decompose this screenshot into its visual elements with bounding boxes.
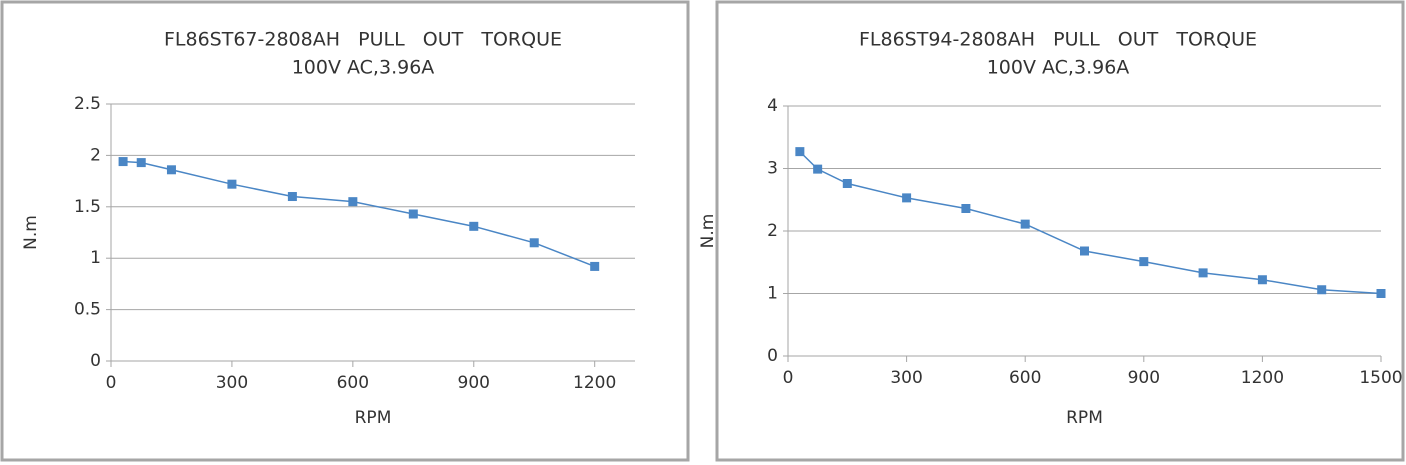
chart-title: FL86ST94-2808AH PULL OUT TORQUE: [859, 29, 1257, 51]
marker: [1020, 219, 1030, 229]
x-tick-label: 1200: [573, 373, 616, 393]
marker: [136, 158, 146, 168]
marker: [166, 165, 176, 175]
x-axis-label: RPM: [355, 408, 392, 428]
x-tick-label: 900: [1128, 368, 1160, 388]
x-tick-label: 300: [216, 373, 248, 393]
marker: [902, 193, 912, 203]
y-tick-label: 3: [767, 159, 778, 179]
x-tick-label: 600: [1009, 368, 1041, 388]
y-tick-label: 2.5: [74, 94, 101, 114]
marker: [408, 209, 418, 219]
marker: [348, 197, 358, 207]
x-tick-label: 600: [337, 373, 369, 393]
y-tick-label: 0: [767, 346, 778, 366]
marker: [590, 261, 600, 271]
marker: [1080, 246, 1089, 256]
marker: [1139, 257, 1149, 267]
y-axis-label: N.m: [698, 214, 718, 249]
marker: [1317, 285, 1327, 295]
chart-subtitle: 100V AC,3.96A: [987, 57, 1130, 79]
marker: [1376, 289, 1386, 298]
marker: [842, 179, 852, 188]
y-tick-label: 1.5: [74, 197, 101, 217]
y-tick-label: 2: [90, 145, 101, 165]
marker: [1198, 268, 1208, 278]
series-line: [123, 160, 595, 268]
marker: [529, 238, 539, 248]
x-axis-label: RPM: [1066, 408, 1103, 428]
chart-subtitle: 100V AC,3.96A: [292, 57, 435, 79]
panel: [0, 0, 690, 462]
x-tick-label: 1200: [1241, 368, 1284, 388]
marker: [118, 157, 128, 167]
series-line: [799, 151, 1382, 295]
y-tick-label: 0: [90, 351, 101, 371]
y-axis-label: N.m: [21, 215, 41, 250]
x-tick-label: 900: [458, 373, 490, 393]
x-tick-label: 300: [890, 368, 922, 388]
y-tick-label: 1: [767, 284, 778, 304]
marker: [469, 221, 479, 231]
marker: [287, 192, 297, 202]
x-tick-label: 0: [106, 373, 117, 393]
marker: [1257, 275, 1267, 285]
chart-title: FL86ST67-2808AH PULL OUT TORQUE: [164, 29, 562, 51]
marker: [813, 164, 823, 174]
marker: [227, 179, 237, 189]
y-tick-label: 2: [767, 221, 778, 241]
y-tick-label: 4: [767, 96, 778, 116]
y-tick-label: 0.5: [74, 300, 101, 320]
x-tick-label: 0: [783, 368, 794, 388]
x-tick-label: 1500: [1359, 368, 1402, 388]
y-tick-label: 1: [90, 248, 101, 268]
marker: [795, 147, 805, 157]
marker: [961, 204, 971, 213]
